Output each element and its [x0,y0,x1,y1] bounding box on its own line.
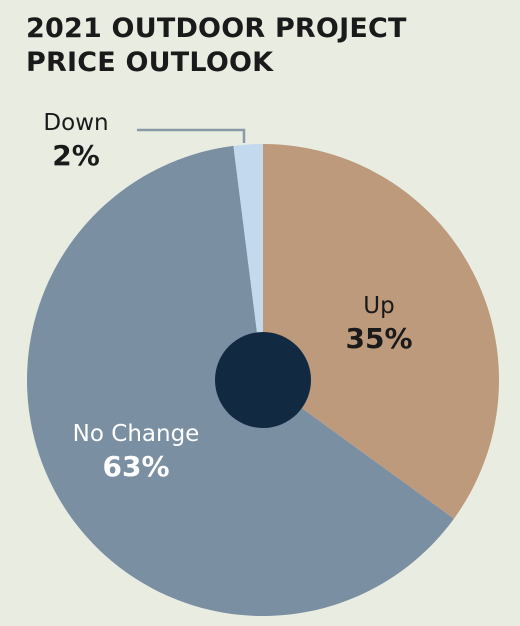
slice-value-no-change: 63% [102,450,169,483]
chart-title-line-1: 2021 OUTDOOR PROJECT [26,13,407,44]
pie-center-hole [215,332,311,428]
pie-slice-up [263,143,500,519]
pie-slice-down [233,144,263,380]
slice-label-no-change: No Change [73,421,200,447]
slice-label-up: Up [363,293,394,319]
chart-title: 2021 OUTDOOR PROJECT PRICE OUTLOOK [26,12,407,80]
down-leader-line [137,128,246,143]
slice-value-down: 2% [52,139,100,172]
slice-label-down: Down [43,110,108,136]
chart-title-line-2: PRICE OUTLOOK [26,47,274,78]
slice-value-up: 35% [345,322,412,355]
